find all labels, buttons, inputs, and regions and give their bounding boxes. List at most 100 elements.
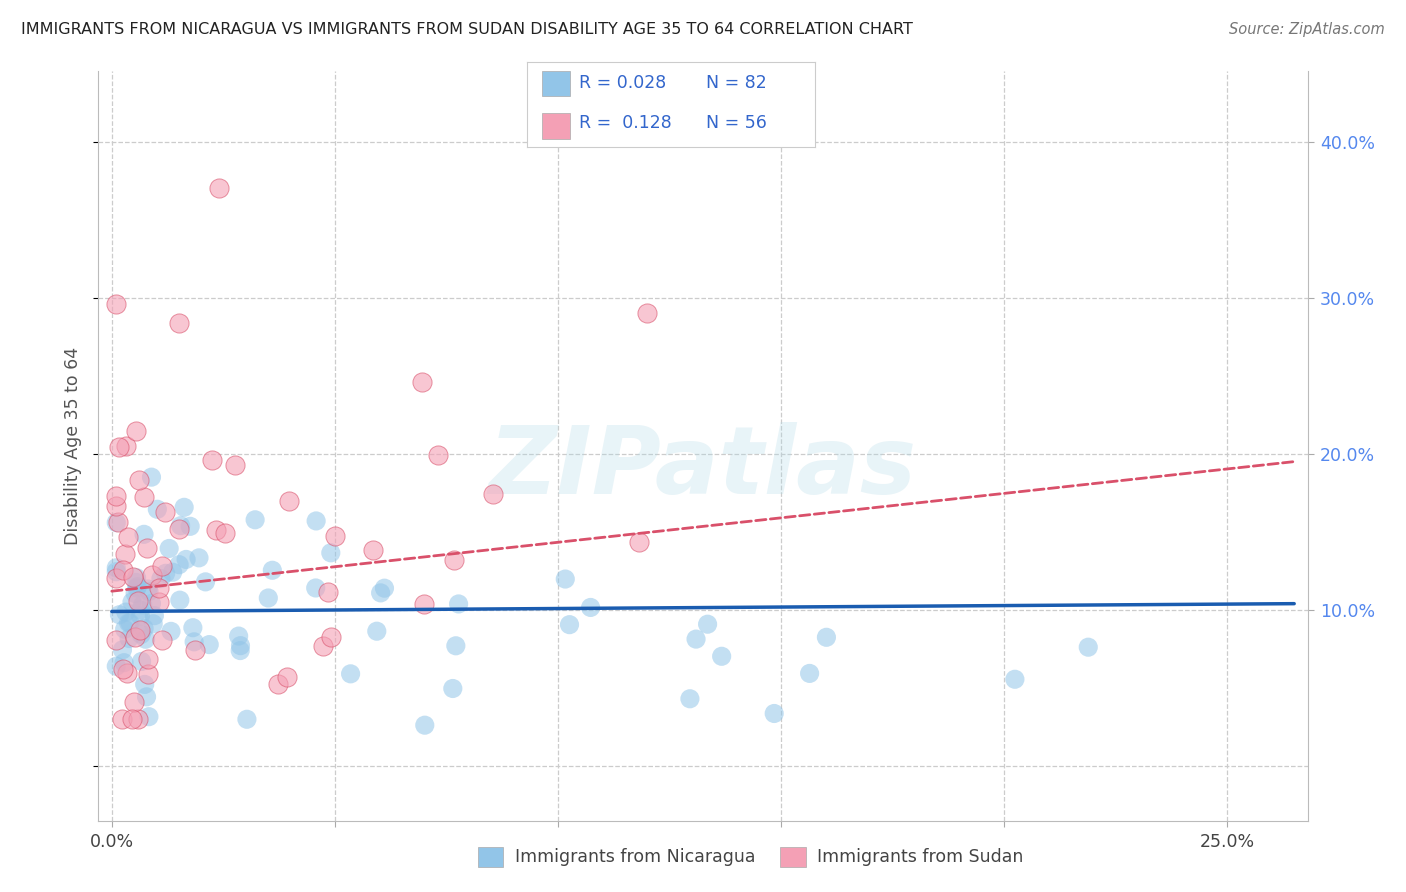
- Point: [710, 649, 733, 664]
- Point: [118, 615, 141, 630]
- Point: [121, 595, 143, 609]
- Point: [129, 603, 152, 617]
- Point: [111, 712, 134, 726]
- Point: [149, 572, 172, 586]
- Point: [127, 580, 149, 594]
- Text: Source: ZipAtlas.com: Source: ZipAtlas.com: [1229, 22, 1385, 37]
- Point: [361, 543, 384, 558]
- Point: [312, 639, 335, 653]
- Point: [105, 297, 128, 311]
- Point: [148, 581, 170, 595]
- Point: [815, 630, 838, 644]
- Point: [118, 632, 141, 646]
- Point: [411, 375, 433, 389]
- Point: [125, 424, 148, 438]
- Point: [426, 448, 449, 462]
- Point: [127, 594, 149, 608]
- Point: [443, 553, 465, 567]
- Point: [1077, 640, 1099, 655]
- Point: [323, 529, 346, 543]
- Point: [181, 621, 204, 635]
- Point: [276, 670, 298, 684]
- Point: [108, 607, 131, 622]
- Point: [153, 505, 176, 519]
- Point: [447, 597, 470, 611]
- Point: [339, 666, 361, 681]
- Point: [167, 558, 190, 572]
- Point: [370, 586, 392, 600]
- Point: [138, 584, 160, 599]
- Point: [160, 624, 183, 639]
- Point: [135, 690, 157, 704]
- Point: [277, 493, 299, 508]
- Point: [636, 306, 658, 320]
- Point: [131, 655, 153, 669]
- Point: [319, 546, 342, 560]
- Point: [799, 666, 821, 681]
- Point: [125, 575, 148, 590]
- Point: [373, 581, 395, 595]
- Point: [112, 656, 135, 670]
- Point: [412, 597, 434, 611]
- Point: [481, 487, 503, 501]
- Point: [441, 681, 464, 696]
- Point: [148, 595, 170, 609]
- Point: [129, 627, 152, 641]
- Point: [208, 181, 231, 195]
- Point: [157, 541, 180, 556]
- Point: [267, 677, 290, 691]
- Point: [200, 452, 222, 467]
- Point: [214, 525, 236, 540]
- Point: [142, 616, 165, 631]
- Point: [685, 632, 707, 646]
- Bar: [541, 113, 571, 139]
- Point: [124, 586, 146, 600]
- Point: [108, 440, 131, 454]
- Point: [131, 598, 153, 612]
- Point: [179, 519, 201, 533]
- Text: Immigrants from Nicaragua: Immigrants from Nicaragua: [515, 848, 755, 866]
- Point: [114, 605, 136, 619]
- Text: N = 82: N = 82: [706, 74, 766, 92]
- Point: [115, 438, 138, 452]
- Point: [1004, 673, 1026, 687]
- Point: [224, 458, 246, 472]
- Point: [107, 515, 129, 529]
- Point: [125, 571, 148, 585]
- Point: [305, 581, 328, 595]
- Point: [111, 643, 134, 657]
- Point: [162, 566, 184, 580]
- Point: [129, 608, 152, 623]
- Point: [114, 547, 136, 561]
- Text: R =  0.128: R = 0.128: [579, 114, 672, 132]
- Point: [132, 621, 155, 635]
- Point: [117, 530, 139, 544]
- Point: [205, 523, 228, 537]
- Point: [150, 633, 173, 648]
- Point: [188, 550, 211, 565]
- Point: [579, 600, 602, 615]
- Point: [141, 567, 163, 582]
- Point: [169, 518, 191, 533]
- Point: [105, 489, 128, 503]
- Point: [155, 566, 177, 581]
- Point: [135, 632, 157, 647]
- Point: [319, 630, 342, 644]
- Point: [105, 571, 128, 585]
- Text: IMMIGRANTS FROM NICARAGUA VS IMMIGRANTS FROM SUDAN DISABILITY AGE 35 TO 64 CORRE: IMMIGRANTS FROM NICARAGUA VS IMMIGRANTS …: [21, 22, 912, 37]
- Point: [132, 490, 155, 504]
- Point: [444, 639, 467, 653]
- Point: [184, 643, 207, 657]
- Point: [124, 630, 146, 644]
- Point: [183, 635, 205, 649]
- Text: R = 0.028: R = 0.028: [579, 74, 666, 92]
- Point: [628, 535, 651, 549]
- Point: [136, 666, 159, 681]
- Point: [121, 712, 143, 726]
- Point: [122, 695, 145, 709]
- Point: [127, 712, 149, 726]
- Point: [316, 585, 339, 599]
- Point: [679, 691, 702, 706]
- Point: [243, 513, 266, 527]
- Point: [143, 608, 166, 623]
